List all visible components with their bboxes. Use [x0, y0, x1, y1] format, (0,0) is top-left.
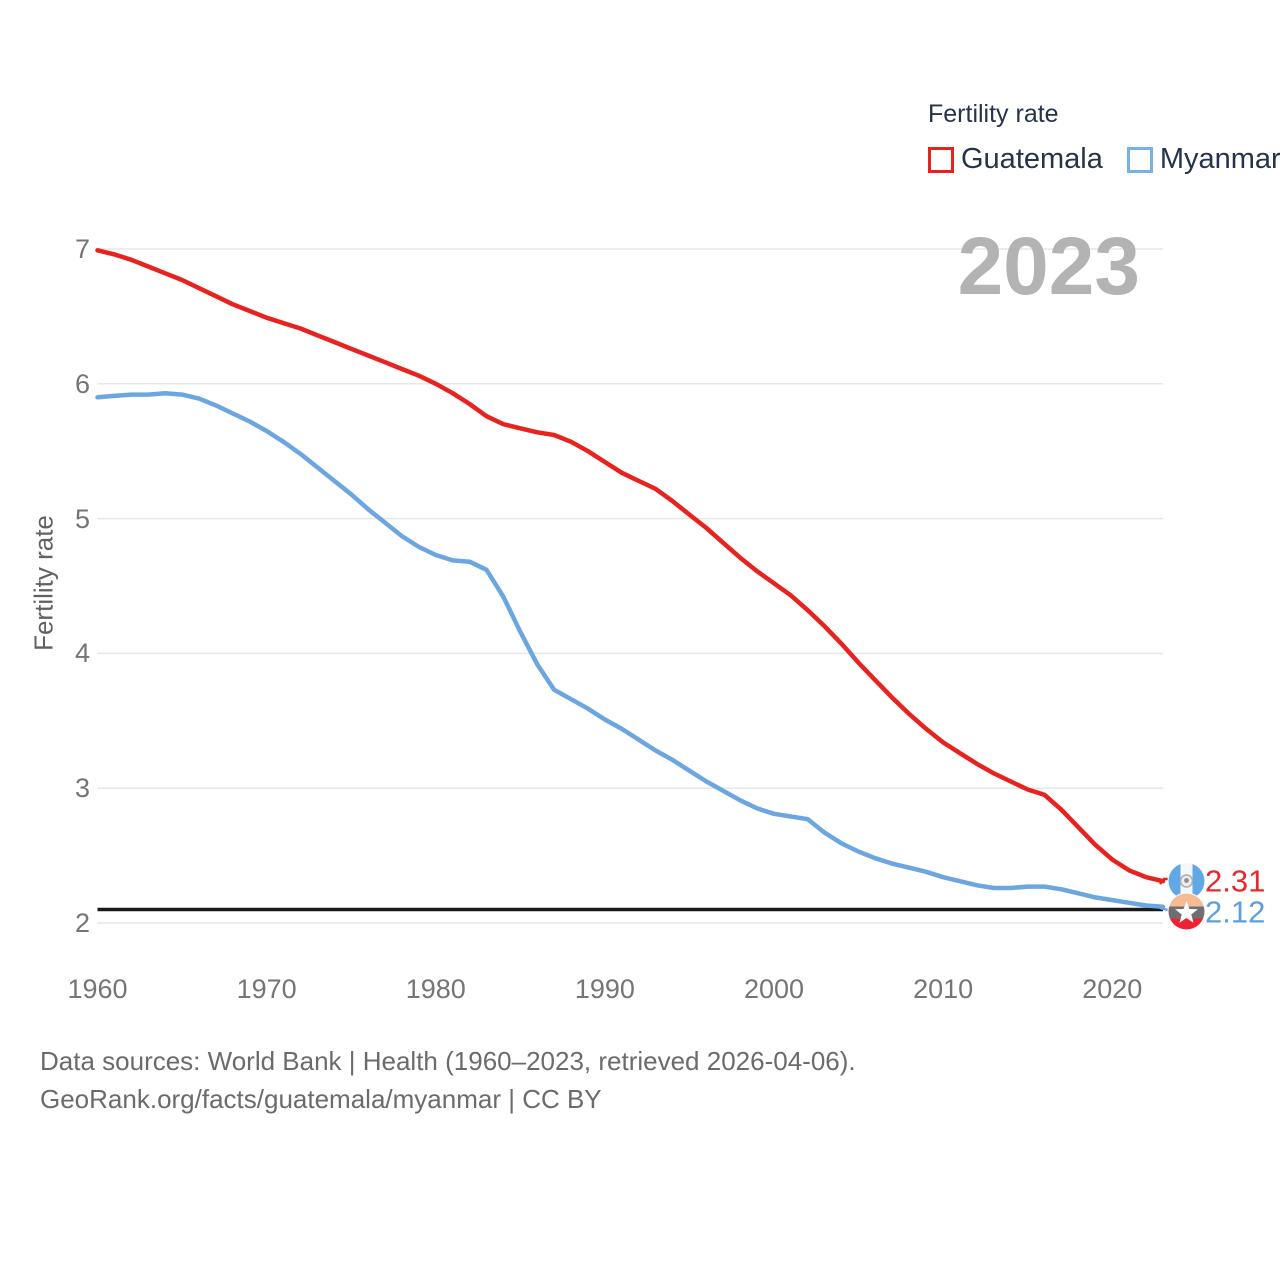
legend-label-guatemala: Guatemala	[961, 143, 1103, 175]
series-lines	[95, 248, 1166, 910]
guatemala-swatch-icon[interactable]	[928, 146, 954, 173]
legend-label-myanmar: Myanmar	[1159, 143, 1280, 175]
data-sources-text: Data sources: World Bank | Health (1960–…	[40, 1046, 856, 1076]
x-tick-label-1990: 1990	[574, 974, 635, 1004]
y-tick-label-5: 5	[74, 503, 90, 534]
y-tick-label-2: 2	[74, 908, 90, 938]
legend-item-myanmar[interactable]: Myanmar	[1126, 143, 1280, 175]
guatemala-line	[95, 248, 1166, 884]
gridlines	[97, 248, 1163, 924]
year-watermark: 2023	[957, 221, 1140, 312]
legend-item-guatemala[interactable]: Guatemala	[928, 145, 1103, 174]
x-tick-label-2010: 2010	[913, 974, 974, 1004]
myanmar-swatch-icon[interactable]	[1126, 146, 1153, 173]
myanmar-flag-icon	[1167, 892, 1206, 931]
guatemala-flag-icon	[1167, 862, 1206, 900]
y-tick-label-6: 6	[74, 368, 90, 399]
myanmar-line	[95, 390, 1166, 910]
x-tick-label-2020: 2020	[1082, 974, 1143, 1004]
legend-title: Fertility rate	[928, 100, 1059, 128]
attribution-text: GeoRank.org/facts/guatemala/myanmar | CC…	[40, 1084, 602, 1114]
guatemala-end-value: 2.31	[1205, 863, 1266, 899]
x-tick-label-1970: 1970	[236, 974, 297, 1004]
legend: Fertility rate Guatemala Myanmar	[928, 100, 1280, 174]
y-tick-label-3: 3	[74, 773, 90, 804]
myanmar-end-value: 2.12	[1205, 894, 1266, 930]
x-tick-label-1960: 1960	[67, 974, 128, 1004]
y-tick-label-7: 7	[74, 234, 90, 264]
y-axis-title: Fertility rate	[28, 515, 59, 651]
x-tick-label-2000: 2000	[743, 974, 805, 1004]
legend-row: Guatemala Myanmar	[928, 145, 1280, 174]
y-tick-label-4: 4	[74, 638, 90, 669]
x-tick-label-1980: 1980	[405, 974, 466, 1004]
